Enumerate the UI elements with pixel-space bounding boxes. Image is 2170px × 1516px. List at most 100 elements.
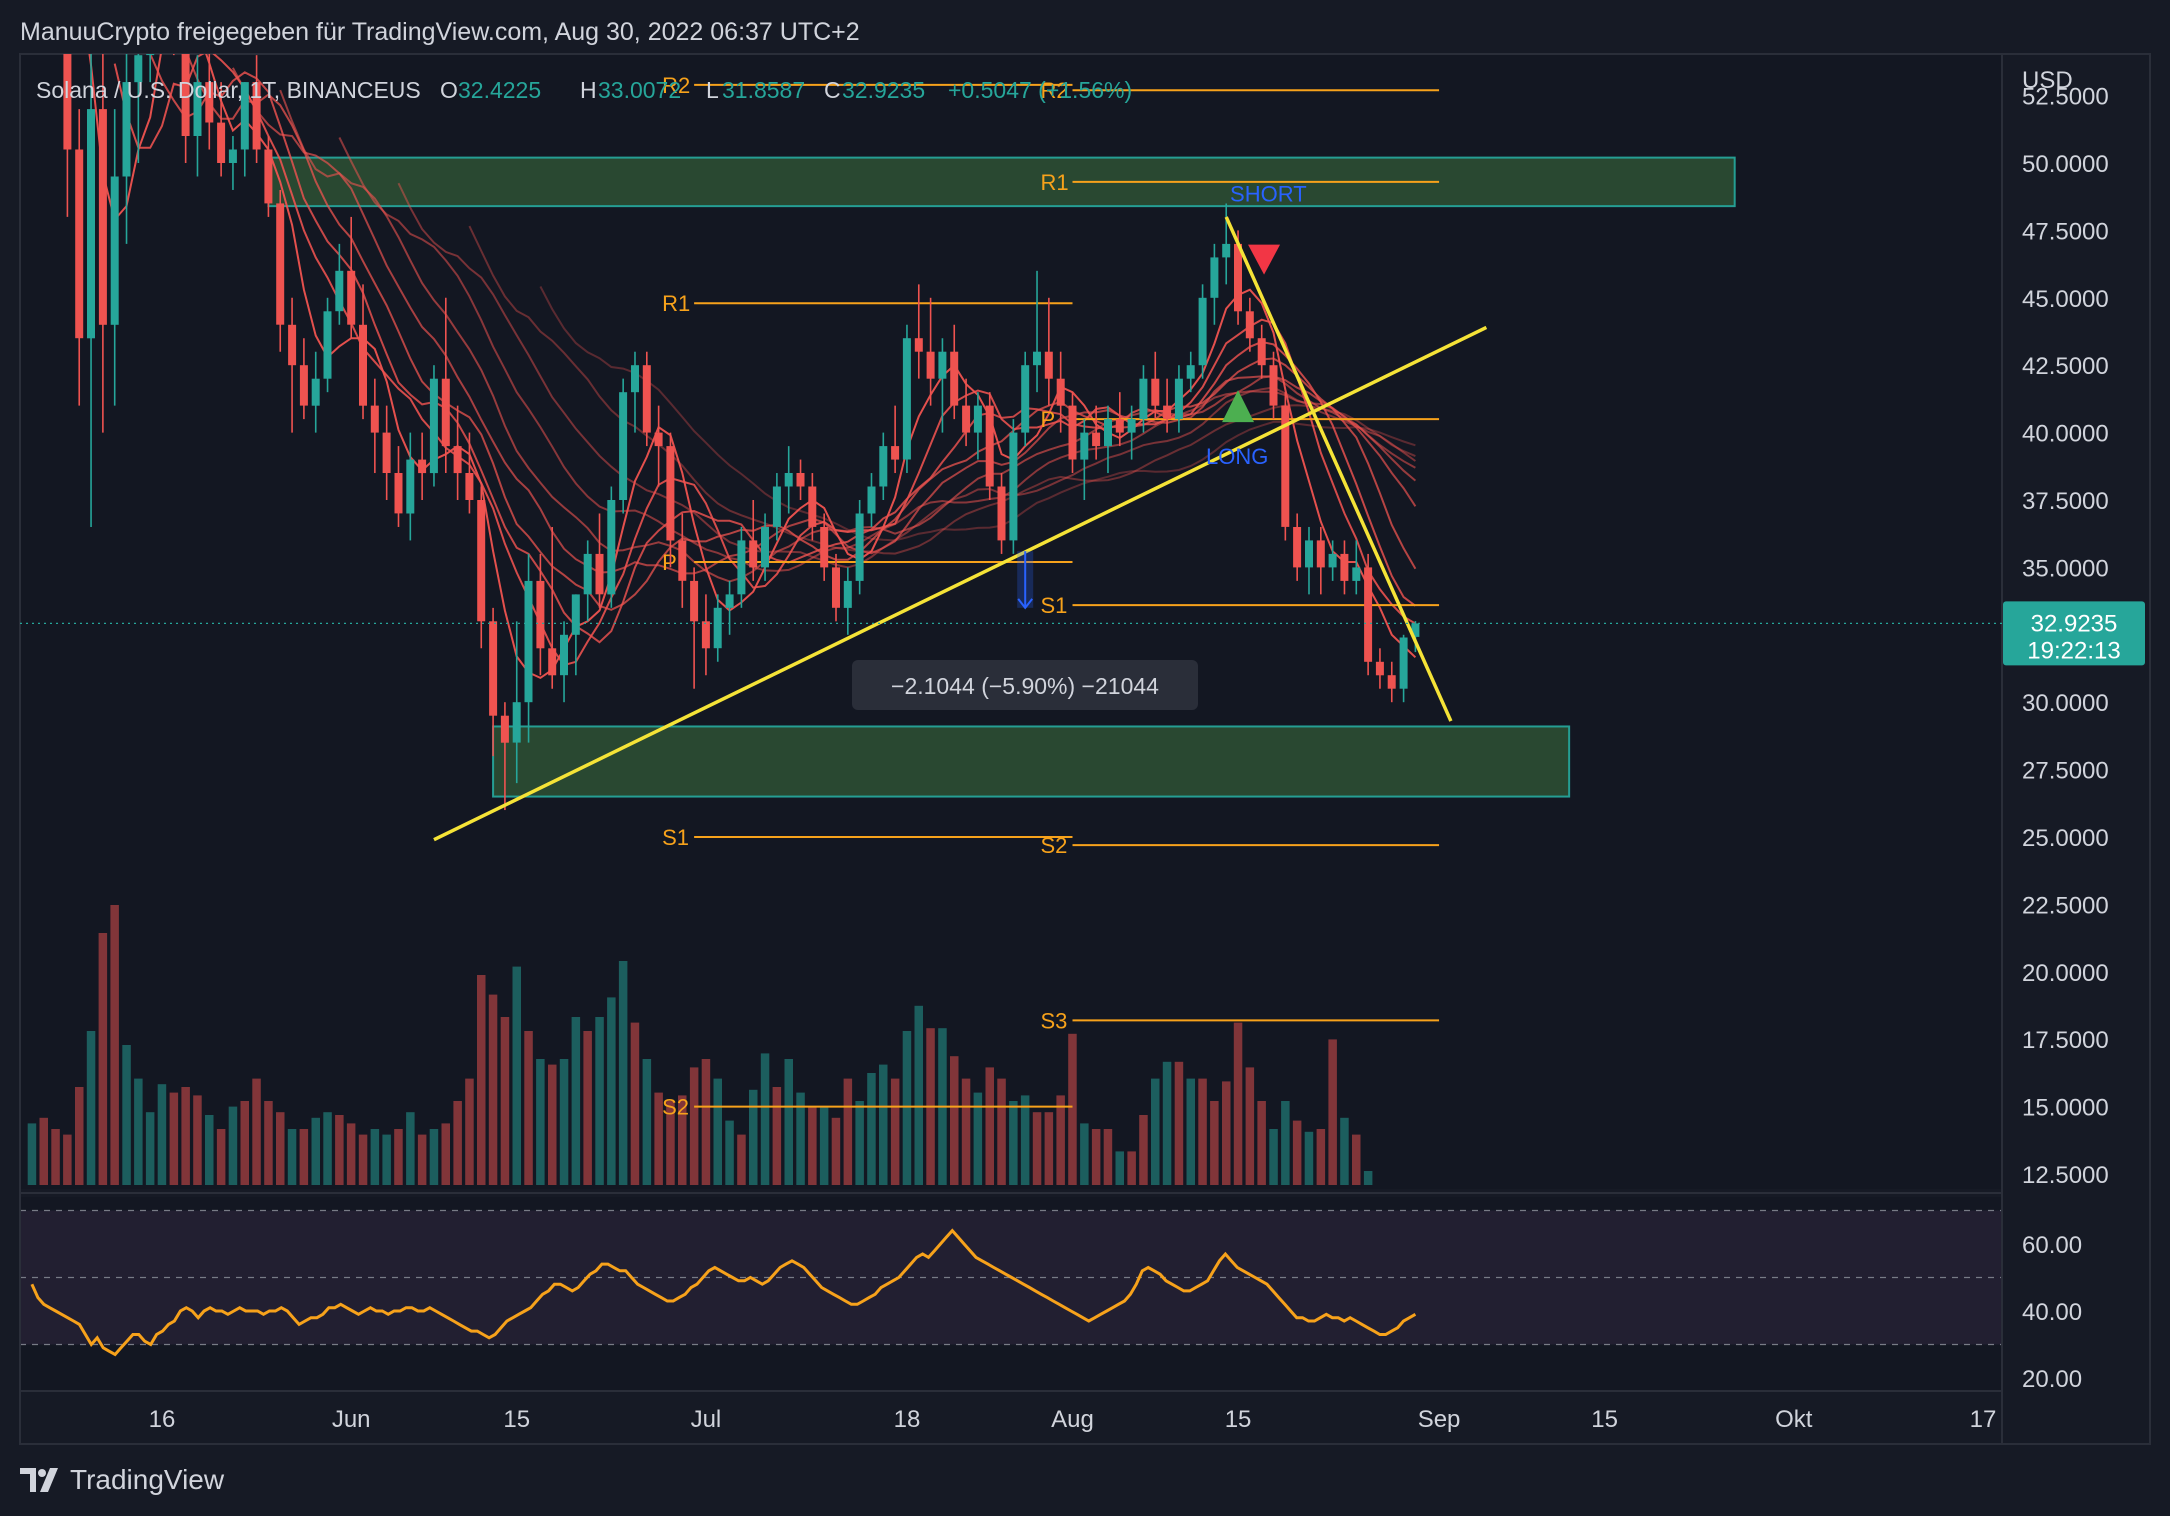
candle-body[interactable] — [394, 473, 403, 514]
candle-body[interactable] — [359, 324, 367, 406]
candle-body[interactable] — [867, 486, 876, 514]
candle-body[interactable] — [228, 149, 237, 164]
candle-body[interactable] — [536, 580, 545, 649]
candle-body[interactable] — [1352, 567, 1361, 581]
candle-body[interactable] — [654, 432, 663, 447]
candle-body[interactable] — [820, 527, 829, 568]
candle-body[interactable] — [240, 82, 249, 150]
candle-body[interactable] — [938, 351, 947, 379]
candle-body[interactable] — [1044, 351, 1053, 379]
candle-body[interactable] — [429, 378, 438, 474]
candle-body[interactable] — [1340, 553, 1349, 581]
candle-body[interactable] — [607, 500, 616, 595]
candle-body[interactable] — [772, 486, 781, 527]
candle-body[interactable] — [737, 540, 746, 595]
candle-body[interactable] — [1269, 365, 1278, 406]
candle-body[interactable] — [973, 405, 982, 433]
candle-body[interactable] — [914, 338, 923, 352]
candle-body[interactable] — [1364, 567, 1373, 662]
candle-body[interactable] — [465, 473, 474, 500]
support-zone[interactable] — [492, 725, 1571, 798]
candle-body[interactable] — [1139, 378, 1148, 420]
candle-body[interactable] — [406, 459, 415, 514]
candle-body[interactable] — [1210, 257, 1219, 298]
candle-body[interactable] — [950, 351, 959, 406]
candle-body[interactable] — [477, 500, 486, 622]
candle-body[interactable] — [701, 621, 710, 649]
candle-body[interactable] — [642, 365, 651, 433]
candle-body[interactable] — [288, 324, 297, 366]
candle-body[interactable] — [548, 648, 557, 676]
candle-body[interactable] — [571, 594, 580, 635]
candle-body[interactable] — [713, 607, 722, 649]
candle-body[interactable] — [1198, 297, 1207, 366]
candle-body[interactable] — [500, 715, 509, 743]
candle-body[interactable] — [666, 446, 675, 541]
candle-body[interactable] — [796, 473, 805, 487]
candle-body[interactable] — [784, 473, 793, 487]
candle-body[interactable] — [1127, 419, 1136, 433]
candle-body[interactable] — [595, 553, 604, 595]
candle-body[interactable] — [1186, 365, 1195, 379]
candle-body[interactable] — [98, 109, 107, 325]
candle-body[interactable] — [1234, 243, 1242, 312]
candle-body[interactable] — [926, 351, 935, 379]
candle-body[interactable] — [808, 486, 817, 527]
candle-body[interactable] — [524, 580, 533, 703]
candle-body[interactable] — [619, 392, 628, 500]
candle-body[interactable] — [252, 82, 261, 150]
candle-body[interactable] — [311, 378, 320, 406]
candle-body[interactable] — [1387, 675, 1396, 689]
candle-body[interactable] — [560, 634, 568, 676]
candle-body[interactable] — [75, 149, 84, 339]
candle-body[interactable] — [335, 270, 344, 312]
ascending-trendline[interactable] — [433, 325, 1488, 842]
time-axis[interactable] — [21, 1392, 2001, 1443]
main-pane[interactable] — [20, 54, 2002, 1189]
candle-body[interactable] — [1399, 637, 1408, 689]
candle-body[interactable] — [631, 365, 639, 393]
candle-body[interactable] — [370, 405, 379, 433]
candle-body[interactable] — [962, 405, 971, 433]
candle-body[interactable] — [1281, 405, 1290, 527]
candle-body[interactable] — [690, 580, 699, 622]
candle-body[interactable] — [891, 446, 900, 460]
candle-body[interactable] — [205, 82, 214, 123]
candle-body[interactable] — [1056, 378, 1065, 406]
candle-body[interactable] — [749, 540, 758, 568]
candle-body[interactable] — [1316, 540, 1325, 568]
candle-body[interactable] — [122, 82, 131, 177]
candle-body[interactable] — [170, 0, 178, 1]
candle-body[interactable] — [761, 527, 769, 568]
candle-body[interactable] — [1080, 432, 1089, 460]
candle-body[interactable] — [110, 176, 119, 325]
candle-body[interactable] — [1104, 419, 1112, 447]
price-axis[interactable] — [2003, 55, 2149, 1443]
candle-body[interactable] — [678, 540, 687, 581]
candle-body[interactable] — [382, 432, 391, 473]
candle-body[interactable] — [997, 486, 1006, 541]
candle-body[interactable] — [725, 594, 734, 608]
candle-body[interactable] — [299, 365, 308, 406]
candle-body[interactable] — [1411, 623, 1420, 637]
candle-body[interactable] — [1092, 432, 1101, 447]
candle-body[interactable] — [985, 405, 994, 487]
candle-body[interactable] — [264, 149, 273, 204]
candle-body[interactable] — [1222, 243, 1231, 258]
candle-body[interactable] — [1293, 527, 1302, 568]
candle-body[interactable] — [217, 122, 226, 163]
candle-body[interactable] — [1021, 365, 1030, 433]
candle-body[interactable] — [347, 270, 356, 325]
candle-body[interactable] — [489, 621, 498, 716]
tradingview-logo[interactable]: TradingView — [20, 1464, 224, 1496]
candle-body[interactable] — [1257, 338, 1266, 366]
candle-body[interactable] — [181, 1, 190, 137]
candle-body[interactable] — [1033, 351, 1041, 366]
candle-body[interactable] — [1174, 378, 1183, 420]
candle-body[interactable] — [832, 567, 840, 608]
candle-body[interactable] — [902, 338, 911, 460]
descending-trendline[interactable] — [1224, 216, 1453, 722]
candle-body[interactable] — [1305, 540, 1313, 568]
candle-body[interactable] — [193, 82, 202, 136]
